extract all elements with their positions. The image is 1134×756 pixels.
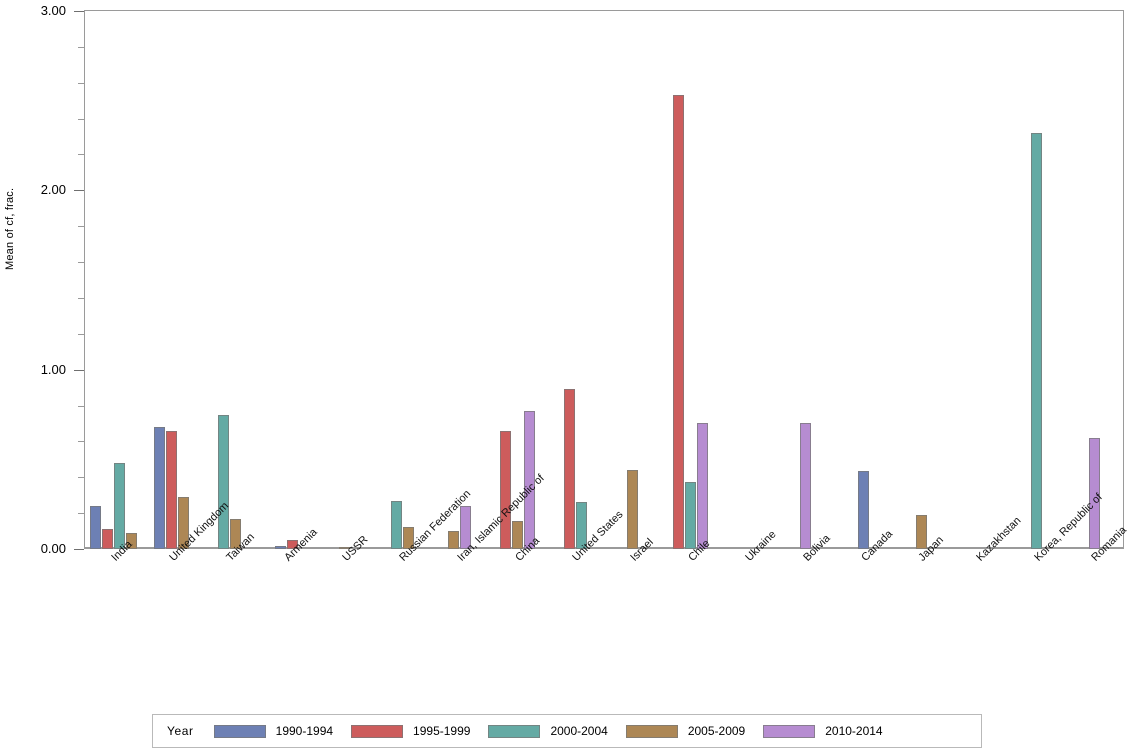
bar[interactable] [114, 462, 126, 549]
y-tick-minor [78, 47, 84, 48]
y-tick-label: 2.00 [40, 182, 66, 197]
legend: Year 1990-1994 1995-1999 2000-2004 2005-200… [152, 714, 982, 748]
y-axis-title: Mean of cf, frac. [4, 187, 16, 270]
bar[interactable] [915, 514, 927, 549]
bar[interactable] [460, 505, 472, 549]
legend-items: 1990-1994 1995-1999 2000-2004 2005-2009 2010… [204, 724, 891, 738]
bars-layer [85, 11, 1123, 549]
legend-item[interactable]: 1995-1999 [351, 724, 470, 738]
y-tick-minor [78, 441, 84, 442]
y-tick-major [74, 549, 84, 550]
bar[interactable] [126, 532, 138, 549]
y-tick-minor [78, 406, 84, 407]
y-tick-minor [78, 477, 84, 478]
legend-label: 2005-2009 [687, 724, 746, 738]
bar[interactable] [500, 430, 511, 549]
legend-item[interactable]: 1990-1994 [213, 724, 334, 738]
bar[interactable] [217, 414, 229, 549]
y-tick-minor [78, 83, 84, 84]
y-tick-label: 1.00 [40, 362, 66, 377]
legend-item[interactable]: 2010-2014 [763, 724, 883, 738]
bar[interactable] [697, 422, 708, 549]
y-tick-label: 0.00 [40, 541, 66, 556]
legend-label: 1995-1999 [413, 724, 471, 738]
bar[interactable] [524, 410, 535, 549]
bar[interactable] [287, 540, 299, 549]
bar[interactable] [575, 502, 587, 549]
legend-swatch [213, 724, 266, 738]
y-tick-minor [78, 298, 84, 299]
bar[interactable] [90, 505, 102, 549]
bar[interactable] [1088, 437, 1100, 549]
bar[interactable] [448, 531, 460, 549]
bar[interactable] [1031, 132, 1042, 549]
legend-swatch [763, 724, 816, 738]
bar[interactable] [229, 518, 241, 549]
legend-label: 2010-2014 [825, 724, 883, 738]
plot-area [84, 10, 1124, 549]
y-tick-major [74, 11, 84, 12]
bar[interactable] [339, 547, 350, 549]
y-tick-minor [78, 262, 84, 263]
y-tick-minor [78, 226, 84, 227]
bar[interactable] [275, 546, 287, 549]
y-tick-minor [78, 513, 84, 514]
bar[interactable] [102, 529, 114, 549]
legend-item[interactable]: 2005-2009 [625, 724, 746, 738]
legend-swatch [351, 724, 404, 738]
legend-swatch [625, 724, 678, 738]
bar[interactable] [512, 521, 523, 549]
bar[interactable] [800, 423, 812, 549]
bar[interactable] [685, 481, 696, 549]
legend-label: 1990-1994 [275, 724, 334, 738]
bar[interactable] [627, 470, 639, 549]
legend-swatch [488, 724, 541, 738]
bar[interactable] [390, 500, 402, 549]
bar[interactable] [402, 527, 414, 549]
y-tick-minor [78, 154, 84, 155]
bar[interactable] [563, 389, 575, 549]
y-tick-major [74, 370, 84, 371]
bar[interactable] [154, 427, 165, 549]
bar[interactable] [858, 471, 869, 549]
legend-label: 2000-2004 [550, 724, 608, 738]
y-tick-major [74, 190, 84, 191]
y-tick-label: 3.00 [40, 3, 66, 18]
legend-item[interactable]: 2000-2004 [488, 724, 608, 738]
legend-title: Year [167, 724, 194, 738]
y-tick-minor [78, 334, 84, 335]
bar[interactable] [166, 430, 177, 549]
y-tick-minor [78, 119, 84, 120]
bar[interactable] [178, 497, 189, 549]
bar[interactable] [673, 95, 684, 549]
